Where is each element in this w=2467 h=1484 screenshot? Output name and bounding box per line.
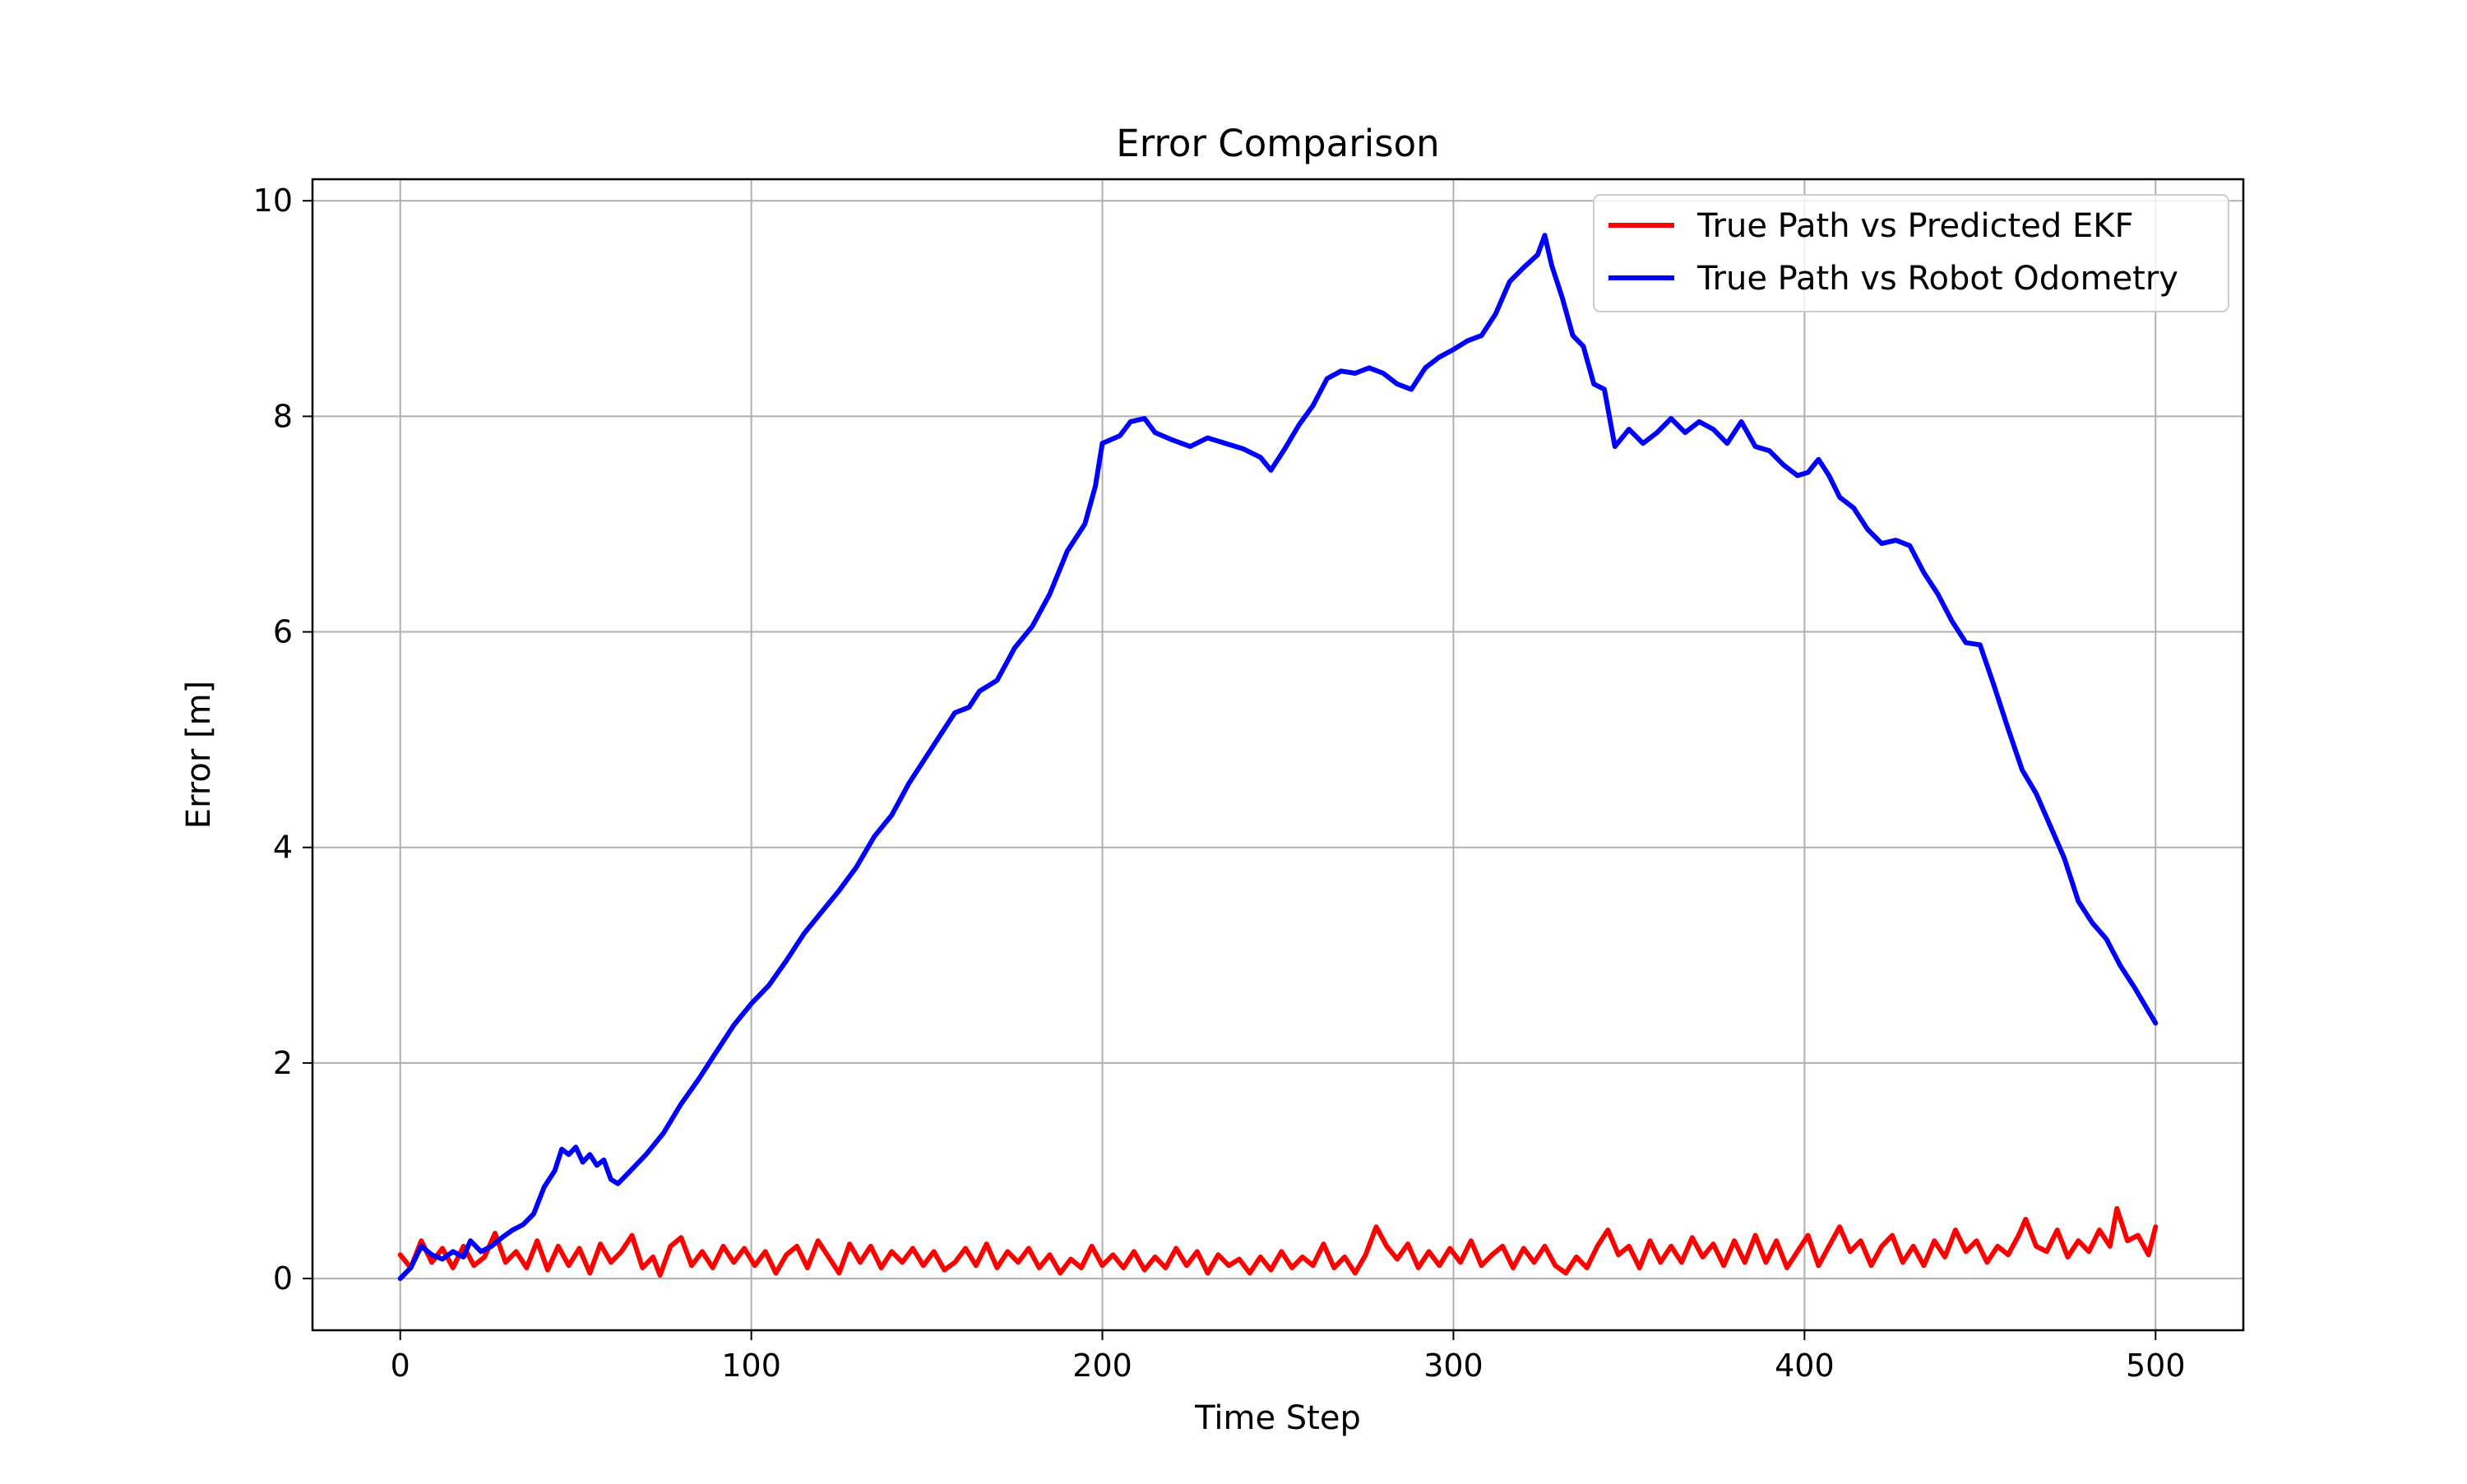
x-tick-label: 300 — [1423, 1348, 1483, 1384]
y-tick-label: 6 — [273, 614, 293, 650]
y-tick-label: 4 — [273, 830, 293, 866]
plot-frame — [311, 178, 2245, 1332]
legend-label: True Path vs Predicted EKF — [1696, 207, 2134, 245]
series-lines — [397, 233, 2159, 1282]
axis-ticks: 0 100 200 300 400 500 0 2 4 6 8 10 — [253, 183, 2186, 1384]
y-tick-label: 2 — [273, 1045, 293, 1081]
legend-box — [1593, 194, 2229, 312]
grid-lines — [312, 179, 2243, 1330]
series-line-odometry-error — [397, 233, 2159, 1282]
x-axis-label: Time Step — [1194, 1399, 1361, 1437]
y-tick-label: 8 — [273, 398, 293, 434]
x-tick-label: 100 — [721, 1348, 781, 1384]
series-line-ekf-error — [397, 1205, 2159, 1278]
y-tick-label: 10 — [253, 183, 293, 219]
x-tick-label: 400 — [1775, 1348, 1835, 1384]
y-axis-label: Error [m] — [180, 681, 218, 829]
y-tick-label: 0 — [273, 1260, 293, 1297]
x-tick-label: 0 — [391, 1348, 410, 1384]
x-tick-label: 200 — [1072, 1348, 1132, 1384]
legend: True Path vs Predicted EKF True Path vs R… — [1593, 194, 2229, 312]
chart-title: Error Comparison — [1116, 122, 1439, 165]
x-tick-label: 500 — [2126, 1348, 2186, 1384]
legend-label: True Path vs Robot Odometry — [1696, 260, 2178, 298]
